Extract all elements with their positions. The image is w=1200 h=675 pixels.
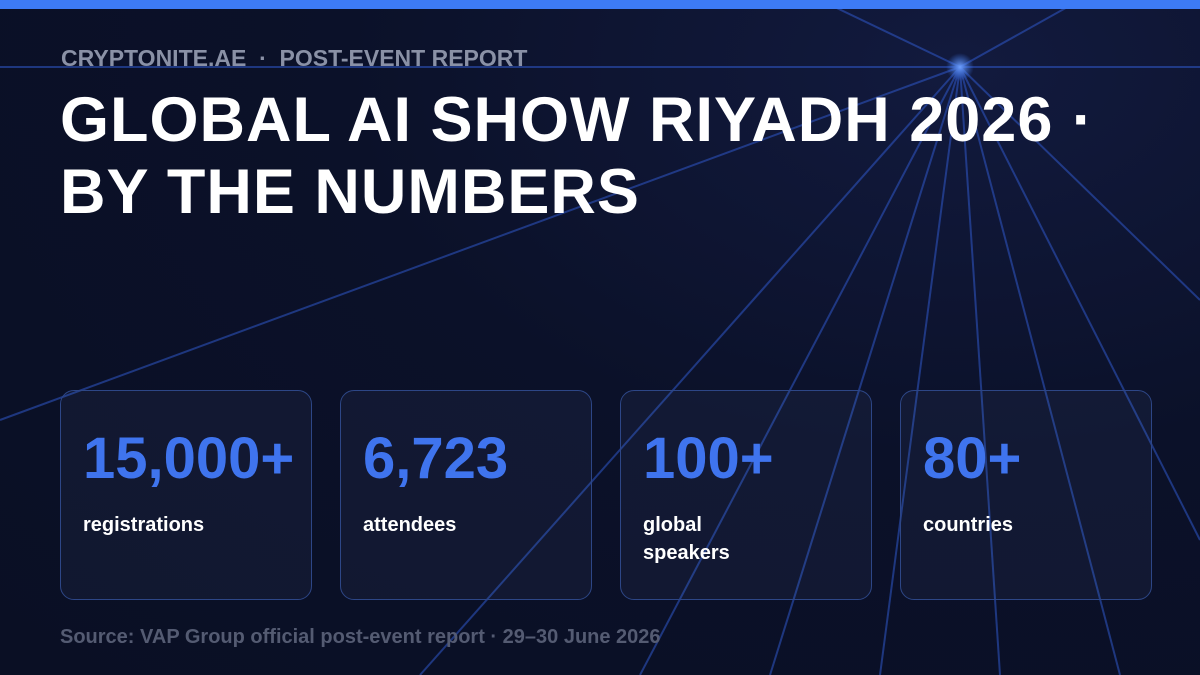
stat-card: 6,723 attendees [340,390,592,600]
stat-card: 100+ global speakers [620,390,872,600]
top-bar [0,0,1200,9]
stat-value: 15,000+ [83,426,295,491]
stat-card: 15,000+ registrations [60,390,312,600]
stat-card: 80+ countries [900,390,1152,600]
stat-label: global speakers [643,514,730,564]
stat-label: attendees [363,514,457,536]
source-note: Source: VAP Group official post-event re… [60,626,661,648]
stat-label: registrations [83,514,205,536]
stat-value: 6,723 [363,426,509,491]
eyebrow: CRYPTONITE.AE · POST-EVENT REPORT [61,45,528,71]
stat-value: 80+ [923,426,1022,491]
stat-value: 100+ [643,426,774,491]
stat-label: countries [923,514,1014,536]
title: GLOBAL AI SHOW RIYADH 2026 · BY THE NUMB… [60,85,1094,227]
